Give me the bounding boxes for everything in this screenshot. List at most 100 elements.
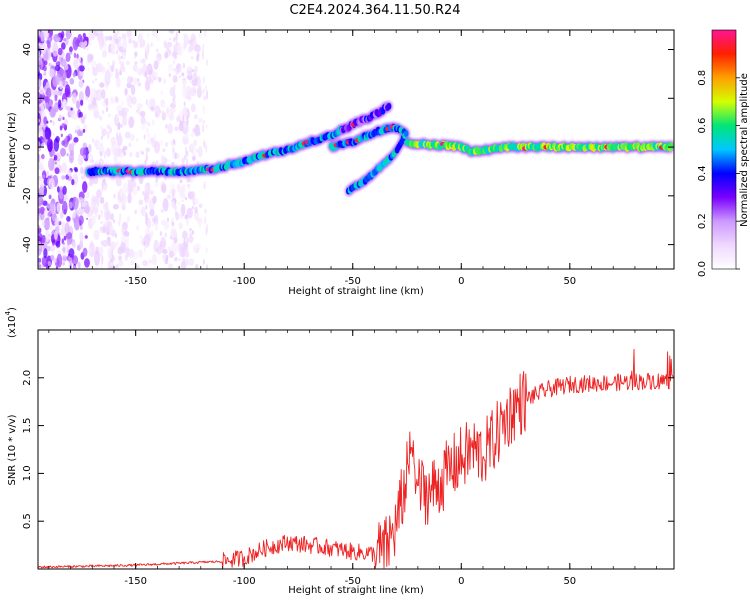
spectrogram-noise-blob — [60, 133, 63, 138]
spectrogram-noise-blob — [110, 96, 115, 105]
spectrogram-noise-blob — [92, 194, 95, 200]
spectrogram-noise-blob — [55, 266, 59, 269]
spectrogram-noise-blob — [152, 119, 155, 126]
spectrogram-noise-blob — [101, 239, 109, 248]
spectrogram-noise-blob — [153, 76, 157, 81]
spectrogram-noise-blob — [82, 128, 86, 133]
spectrogram-noise-blob — [80, 166, 84, 175]
spectrogram-noise-blob — [53, 90, 59, 99]
spectrogram-noise-blob — [43, 85, 47, 92]
spectrogram-noise-blob — [140, 116, 146, 125]
spectrogram-noise-blob — [150, 230, 154, 237]
spectrogram-noise-blob — [54, 162, 58, 165]
spectrogram-streak — [174, 204, 177, 214]
spectrogram-noise-blob — [88, 248, 92, 253]
spectrogram-noise-blob — [84, 235, 88, 239]
spectrogram-noise-blob — [121, 100, 124, 106]
spectrogram-noise-blob — [77, 196, 84, 204]
spectrogram-streak — [202, 76, 205, 84]
spectrogram-noise-blob — [110, 261, 113, 267]
spectrogram-noise-blob — [181, 72, 185, 77]
spectrogram-noise-blob — [173, 152, 180, 160]
spectrogram-noise-blob — [81, 175, 85, 180]
spectrogram-noise-blob — [189, 190, 196, 200]
spectrogram-noise-blob — [136, 138, 139, 142]
spectrogram-noise-blob — [98, 115, 103, 121]
spectrogram-noise-blob — [54, 94, 58, 102]
snr-frame — [37, 329, 675, 570]
spectrogram-noise-blob — [169, 37, 172, 41]
colorbar-label: Normalized spectral amplitude — [739, 73, 750, 227]
spectrogram-streak — [173, 108, 176, 114]
spectrogram-noise-blob — [115, 179, 123, 187]
spectrogram-noise-blob — [131, 180, 137, 188]
spectrogram-noise-blob — [126, 75, 132, 85]
spectrogram-noise-blob — [138, 82, 141, 87]
spectrogram-noise-blob — [181, 199, 184, 203]
spectrogram-noise-blob — [188, 39, 193, 45]
snr-xtick-label: 0 — [458, 576, 464, 587]
spectrogram-noise-blob — [163, 40, 168, 49]
spectrogram-noise-blob — [40, 143, 44, 148]
spectrogram-noise-blob — [38, 262, 41, 268]
spectrogram-noise-blob — [73, 52, 77, 59]
spectrogram-noise-blob — [79, 99, 84, 106]
spectrogram-noise-blob — [124, 87, 128, 96]
spectrogram-streak — [203, 184, 206, 190]
spectrogram-noise-blob — [62, 86, 66, 90]
spectrogram-noise-blob — [148, 78, 154, 84]
spectrogram-noise-blob — [55, 240, 61, 248]
spectrogram-streak — [104, 180, 107, 186]
spectrogram-ytick-label: -20 — [22, 188, 33, 204]
spectrogram-noise-blob — [114, 157, 119, 167]
spectrogram-noise-blob — [152, 217, 157, 223]
spectrogram-streak — [171, 30, 174, 35]
spectrogram-noise-blob — [117, 36, 122, 42]
spectrogram-streak — [102, 226, 105, 234]
spectrogram-noise-blob — [38, 87, 45, 95]
snr-multiplier-base: (x10 — [7, 315, 18, 338]
spectrogram-noise-blob — [118, 110, 124, 117]
spectrogram-streak — [119, 67, 122, 76]
spectrogram-noise-blob — [52, 120, 55, 127]
spectrogram-noise-blob — [128, 116, 135, 129]
spectrogram-noise-blob — [153, 134, 157, 139]
spectrogram-noise-blob — [80, 61, 83, 66]
spectrogram-streak — [100, 142, 103, 148]
spectrogram-streak — [116, 49, 119, 55]
spectrogram-panel: -150 -100 -50 0 50 -40 -20 0 20 40 Height of stra… — [7, 29, 675, 297]
spectrogram-noise-blob — [62, 185, 67, 195]
snr-ylabel: SNR (10 * v/v) — [7, 414, 18, 485]
spectrogram-noise-blob — [82, 181, 88, 193]
spectrogram-noise-blob — [78, 111, 83, 118]
spectrogram-noise-blob — [77, 261, 81, 269]
spectrogram-noise-blob — [132, 77, 139, 85]
spectrogram-noise-blob — [69, 51, 73, 55]
spectrogram-noise-blob — [140, 68, 144, 73]
spectrogram-noise-blob — [41, 138, 46, 143]
spectrogram-noise-blob — [69, 149, 75, 157]
spectrogram-noise-blob — [160, 209, 164, 213]
spectrogram-noise-blob — [122, 182, 129, 194]
spectrogram-noise-blob — [179, 179, 183, 184]
spectrogram-noise-blob — [164, 51, 169, 59]
spectrogram-noise-blob — [125, 60, 131, 65]
spectrogram-streak — [173, 59, 176, 65]
spectrogram-noise-blob — [78, 80, 84, 88]
spectrogram-noise-blob — [168, 112, 172, 116]
spectrogram-noise-blob — [137, 32, 144, 45]
spectrogram-noise-blob — [53, 154, 58, 161]
spectrogram-noise-blob — [94, 111, 100, 116]
spectrogram-noise-blob — [109, 266, 113, 269]
spectrogram-noise-blob — [45, 263, 49, 269]
snr-marks — [38, 348, 674, 569]
spectrogram-noise-blob — [113, 203, 119, 210]
spectrogram-noise-blob — [84, 258, 90, 268]
spectrogram-streak — [175, 40, 178, 46]
spectrogram-noise-blob — [175, 69, 180, 75]
spectrogram-noise-blob — [178, 75, 181, 79]
spectrogram-noise-blob — [150, 42, 154, 48]
snr-xtick-label: -100 — [233, 576, 256, 587]
spectrogram-noise-blob — [63, 99, 68, 108]
spectrogram-noise-blob — [110, 43, 115, 55]
